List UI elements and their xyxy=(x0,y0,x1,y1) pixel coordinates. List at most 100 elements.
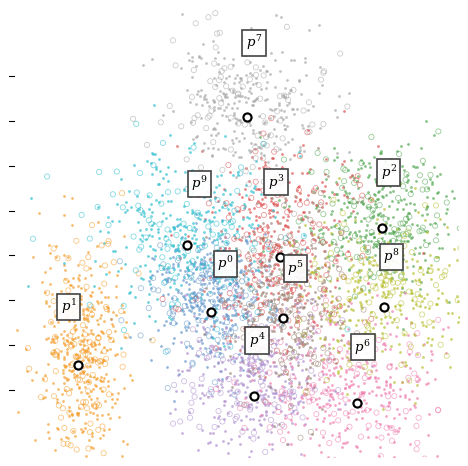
Point xyxy=(293,322,301,329)
Point xyxy=(84,330,92,338)
Point xyxy=(215,329,223,336)
Point xyxy=(234,297,242,304)
Point xyxy=(126,371,134,378)
Point xyxy=(304,320,312,327)
Point xyxy=(286,359,294,367)
Point xyxy=(229,87,237,95)
Point xyxy=(266,270,274,278)
Point xyxy=(299,267,307,275)
Point xyxy=(341,439,349,446)
Point xyxy=(66,300,73,308)
Point xyxy=(272,132,280,139)
Point xyxy=(369,262,377,269)
Point xyxy=(71,317,78,325)
Point xyxy=(186,225,193,232)
Point xyxy=(65,293,73,300)
Point xyxy=(262,232,270,239)
Point xyxy=(224,356,232,364)
Point xyxy=(143,158,151,165)
Point xyxy=(236,358,243,365)
Point xyxy=(88,303,95,310)
Point xyxy=(354,276,362,284)
Point xyxy=(267,290,274,297)
Point xyxy=(419,353,426,361)
Point xyxy=(329,336,337,343)
Point xyxy=(409,269,417,276)
Point xyxy=(406,348,414,356)
Point xyxy=(324,172,332,179)
Point xyxy=(65,317,73,325)
Point xyxy=(411,331,418,338)
Point xyxy=(280,202,288,209)
Point xyxy=(241,121,249,128)
Point xyxy=(321,254,329,262)
Point xyxy=(199,40,206,48)
Point xyxy=(365,194,373,201)
Point xyxy=(271,83,279,90)
Point xyxy=(227,436,235,443)
Point xyxy=(198,339,205,347)
Point xyxy=(272,363,279,370)
Point xyxy=(103,304,111,311)
Point xyxy=(333,363,340,371)
Point xyxy=(454,319,462,326)
Point xyxy=(331,252,338,260)
Point xyxy=(198,287,206,294)
Point xyxy=(283,217,291,224)
Point xyxy=(299,263,307,270)
Point xyxy=(259,391,267,398)
Point xyxy=(94,219,102,226)
Point xyxy=(368,195,376,202)
Point xyxy=(250,334,258,341)
Point xyxy=(153,295,161,302)
Point xyxy=(269,267,276,274)
Point xyxy=(212,239,220,247)
Point xyxy=(380,290,388,298)
Point xyxy=(297,265,304,272)
Point xyxy=(77,296,85,303)
Point xyxy=(366,159,373,166)
Point xyxy=(306,350,314,357)
Point xyxy=(271,302,278,309)
Point xyxy=(245,221,253,228)
Point xyxy=(152,196,160,204)
Point xyxy=(376,201,383,209)
Point xyxy=(293,241,300,249)
Point xyxy=(320,239,327,246)
Point xyxy=(402,407,410,415)
Point xyxy=(88,292,95,300)
Point xyxy=(215,387,222,394)
Point xyxy=(147,274,155,282)
Point xyxy=(164,197,172,204)
Point xyxy=(384,422,391,430)
Point xyxy=(188,93,196,101)
Point xyxy=(183,185,191,193)
Point xyxy=(278,360,286,367)
Point xyxy=(41,268,49,276)
Point xyxy=(257,268,264,276)
Point xyxy=(284,260,292,268)
Point xyxy=(275,391,282,399)
Point xyxy=(212,385,220,393)
Point xyxy=(217,245,224,252)
Point xyxy=(369,213,376,220)
Point xyxy=(169,241,176,249)
Point xyxy=(304,129,311,136)
Point xyxy=(123,206,130,213)
Point xyxy=(136,169,144,177)
Point xyxy=(377,402,385,409)
Point xyxy=(100,317,107,325)
Point xyxy=(190,240,197,247)
Point xyxy=(98,242,105,249)
Point xyxy=(207,348,215,355)
Point xyxy=(182,323,189,330)
Point xyxy=(254,198,262,205)
Point xyxy=(275,408,282,416)
Point xyxy=(221,145,229,152)
Point xyxy=(169,254,177,261)
Point xyxy=(65,312,72,320)
Point xyxy=(319,229,326,237)
Point xyxy=(75,300,83,307)
Point xyxy=(350,261,357,268)
Point xyxy=(272,275,280,283)
